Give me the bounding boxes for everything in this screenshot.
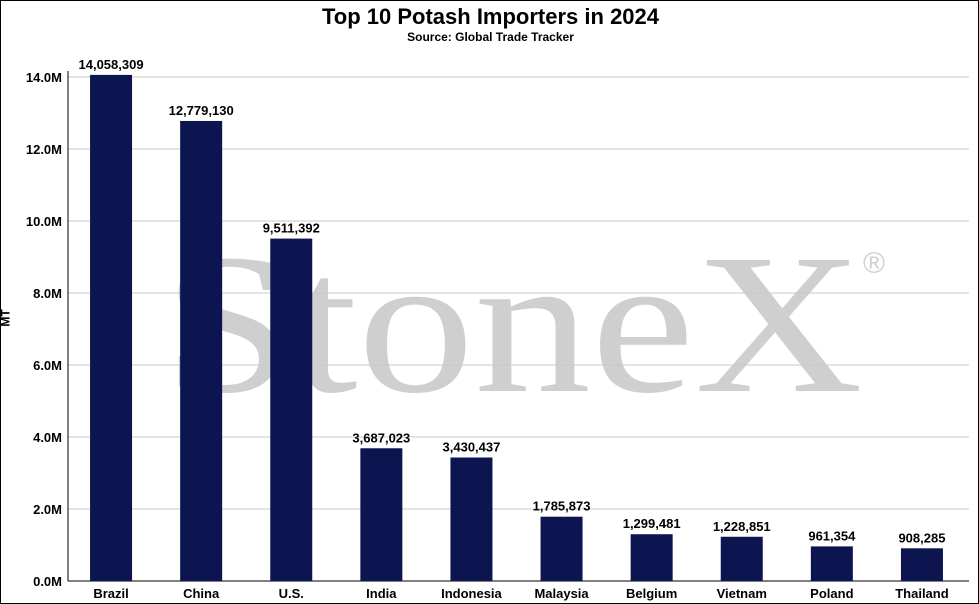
- watermark-logo: StoneX: [163, 214, 863, 435]
- x-category-label: Poland: [810, 586, 853, 601]
- x-category-label: Indonesia: [441, 586, 502, 601]
- x-category-label: U.S.: [279, 586, 304, 601]
- x-category-label: Malaysia: [534, 586, 589, 601]
- y-tick-label: 10.0M: [26, 214, 62, 229]
- y-tick-label: 6.0M: [33, 358, 62, 373]
- data-label: 1,785,873: [533, 499, 591, 514]
- x-category-label: China: [183, 586, 220, 601]
- y-tick-label: 4.0M: [33, 430, 62, 445]
- data-label: 3,430,437: [443, 440, 501, 455]
- bar-india: [360, 448, 403, 581]
- chart-subtitle: Source: Global Trade Tracker: [407, 30, 574, 44]
- watermark-registered-mark: ®: [863, 247, 885, 280]
- data-label: 961,354: [808, 528, 856, 543]
- x-category-label: Thailand: [895, 586, 949, 601]
- data-label: 1,228,851: [713, 519, 771, 534]
- y-tick-label: 2.0M: [33, 502, 62, 517]
- data-label: 908,285: [898, 530, 945, 545]
- x-category-label: Belgium: [626, 586, 677, 601]
- y-tick-label: 12.0M: [26, 142, 62, 157]
- chart-title: Top 10 Potash Importers in 2024: [321, 4, 660, 29]
- data-label: 1,299,481: [623, 516, 681, 531]
- bar-brazil: [90, 74, 133, 581]
- y-tick-label: 14.0M: [26, 70, 62, 85]
- bar-us: [270, 238, 313, 581]
- y-tick-label: 8.0M: [33, 286, 62, 301]
- y-tick-label: 0.0M: [33, 574, 62, 589]
- data-label: 12,779,130: [169, 103, 234, 118]
- data-label: 14,058,309: [79, 57, 144, 72]
- x-category-label: Brazil: [93, 586, 128, 601]
- x-category-label: India: [366, 586, 397, 601]
- data-label: 9,511,392: [263, 221, 320, 236]
- bar-malaysia: [540, 516, 583, 581]
- bar-china: [180, 120, 223, 581]
- x-category-label: Vietnam: [717, 586, 767, 601]
- data-label: 3,687,023: [352, 430, 410, 445]
- bar-thailand: [900, 548, 943, 581]
- bar-poland: [810, 546, 853, 581]
- bar-vietnam: [720, 536, 763, 581]
- bar-belgium: [630, 534, 673, 581]
- bar-indonesia: [450, 457, 493, 581]
